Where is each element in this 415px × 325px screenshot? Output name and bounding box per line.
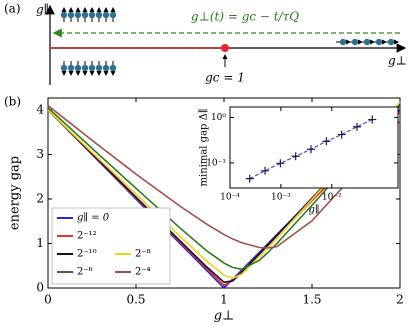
- spin: [74, 64, 82, 72]
- spin: [95, 64, 103, 72]
- spin: [375, 38, 383, 46]
- marker: [368, 115, 377, 124]
- spin: [88, 11, 96, 19]
- axis-label: g⊥: [388, 54, 407, 68]
- marker: [337, 130, 346, 139]
- panel-label: (b): [4, 95, 21, 109]
- panel-label: (a): [4, 2, 21, 16]
- spin: [109, 64, 117, 72]
- spin: [88, 64, 96, 72]
- marker: [322, 137, 331, 146]
- legend-label: g∥ = 0: [77, 212, 110, 224]
- y-tick-label: 4: [36, 103, 44, 117]
- x-axis-label: g∥: [308, 204, 319, 216]
- line: [47, 101, 401, 280]
- diagram: (a) g∥ g⊥ g⊥(t) = gc − t/τQ gc = 1: [4, 2, 407, 85]
- y-axis-label: minimal gap Δ∥: [198, 109, 210, 187]
- spin: [109, 11, 117, 19]
- y-tick-label: 10⁰: [211, 113, 226, 123]
- legend-label: 2⁻⁸: [135, 249, 151, 260]
- x-tick-label: 1.5: [302, 293, 321, 307]
- x-axis-label: g⊥: [214, 309, 235, 324]
- spin: [81, 11, 89, 19]
- spin: [95, 11, 103, 19]
- y-tick-label: 0: [36, 281, 44, 295]
- spin: [81, 64, 89, 72]
- spin: [67, 11, 75, 19]
- spin: [74, 11, 82, 19]
- y-tick-label: 1: [36, 236, 44, 250]
- y-tick-label: 3: [36, 147, 44, 161]
- x-tick-label: 10⁻⁴: [220, 193, 240, 203]
- protocol-label: g⊥(t) = gc − t/τQ: [191, 10, 299, 24]
- spin: [67, 64, 75, 72]
- marker: [291, 152, 300, 161]
- spin: [351, 38, 359, 46]
- marker: [307, 145, 316, 154]
- spin: [339, 38, 347, 46]
- spin: [102, 11, 110, 19]
- legend-label: 2⁻⁶: [77, 267, 93, 278]
- y-tick-label: 10⁻¹: [206, 158, 226, 168]
- critical-point: [221, 44, 229, 52]
- spin: [102, 64, 110, 72]
- x-tick-label: 10⁻³: [271, 193, 291, 203]
- x-tick-label: 1: [220, 293, 228, 307]
- chart: (b) 0 0.5 1 1.5 2 0 1 2 3 4 g⊥ energy gap g∥ = 0 2⁻¹² 2…: [4, 95, 404, 324]
- marker: [276, 159, 285, 168]
- spin: [363, 38, 371, 46]
- x-tick-label: 2: [396, 293, 404, 307]
- plots: (b) 0 0.5 1 1.5 2 0 1 2 3 4 g⊥ energy gap g∥ = 0 2⁻¹² 2…: [4, 95, 404, 324]
- marker: [245, 174, 254, 183]
- chart: 10⁻⁴ 10⁻³ 10⁻² 10⁻¹ 10⁰ g∥ minimal gap Δ∥: [198, 106, 399, 216]
- spin: [60, 11, 68, 19]
- x-tick-label: 0.5: [126, 293, 145, 307]
- x-tick-label: 0: [44, 293, 52, 307]
- legend-label: 2⁻⁴: [135, 267, 151, 278]
- spins: [60, 7, 399, 76]
- x-tick-label: 10⁻²: [322, 193, 342, 203]
- y-tick-label: 2: [36, 192, 44, 206]
- spin: [60, 64, 68, 72]
- marker: [352, 122, 361, 131]
- critical-label: gc = 1: [205, 71, 245, 85]
- y-axis-label: energy gap: [8, 156, 23, 230]
- legend-label: 2⁻¹⁰: [77, 249, 97, 260]
- legend-label: 2⁻¹²: [77, 231, 97, 242]
- marker: [261, 166, 270, 175]
- axis-label: g∥: [36, 3, 49, 17]
- spin: [387, 38, 395, 46]
- line: [47, 105, 401, 271]
- line: [47, 104, 401, 249]
